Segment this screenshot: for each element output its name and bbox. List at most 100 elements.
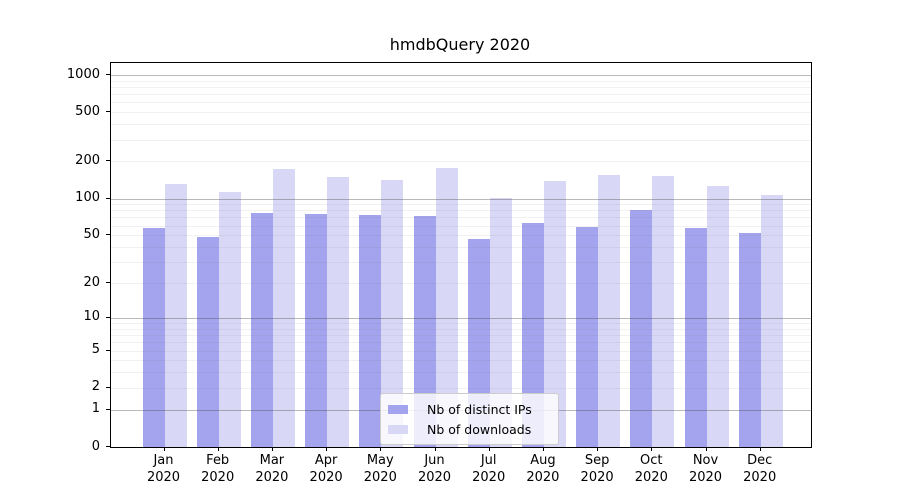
y-tick-label: 500 (75, 103, 100, 119)
y-tick-label: 10 (83, 309, 100, 325)
y-tick-label: 100 (75, 190, 100, 205)
bar-downloads-jun (435, 168, 458, 447)
bar-downloads-feb (218, 192, 241, 447)
gridline-9 (111, 323, 811, 325)
y-tick-label: 2 (91, 379, 100, 395)
chart-title: hmdbQuery 2020 (389, 35, 531, 54)
gridline-8 (111, 328, 811, 330)
x-tick-mark (271, 447, 273, 451)
bar-distinct-ips-may (359, 214, 382, 447)
gridline-800 (111, 87, 811, 88)
y-tick-mark (106, 160, 110, 162)
y-tick-mark (106, 446, 110, 447)
bar-downloads-mar (272, 169, 295, 447)
x-tick-label-year: 2020 (146, 470, 181, 485)
gridline-80 (111, 210, 811, 212)
x-tick-label-year: 2020 (580, 470, 614, 485)
y-tick-mark (106, 282, 110, 284)
x-tick-label: Jun 2020 (400, 452, 470, 486)
legend-label: Nb of distinct IPs (427, 401, 532, 417)
gridline-70 (111, 217, 811, 219)
y-tick-label: 20 (83, 274, 100, 290)
gridline-500 (111, 112, 811, 114)
x-tick-label: Feb 2020 (183, 452, 253, 486)
x-tick-label: Jan 2020 (129, 452, 199, 486)
y-tick-mark (106, 316, 110, 318)
x-tick-label-year: 2020 (309, 470, 343, 485)
y-tick-label: 1000 (66, 66, 100, 82)
x-tick-label: Oct 2020 (616, 452, 686, 486)
x-tick-mark (759, 447, 761, 451)
legend-swatch (388, 424, 408, 434)
bar-downloads-jan (164, 183, 187, 447)
bar-downloads-aug (543, 181, 566, 447)
gridline-4 (111, 360, 811, 362)
y-tick-mark (106, 111, 110, 113)
gridline-6 (111, 342, 811, 344)
gridline-300 (111, 139, 811, 141)
y-tick-mark (106, 349, 110, 351)
x-tick-label-year: 2020 (526, 470, 560, 485)
x-tick-mark (597, 447, 599, 451)
gridline-400 (111, 124, 811, 126)
gridline-2 (111, 387, 811, 389)
x-tick-mark (217, 447, 219, 451)
gridline-20 (111, 283, 811, 285)
x-tick-label-month: Feb (206, 453, 230, 468)
gridline-7 (111, 335, 811, 337)
x-tick-label: Jul 2020 (454, 452, 524, 486)
x-tick-label-month: May (366, 453, 394, 468)
gridline-90 (111, 204, 811, 206)
y-tick-mark (106, 234, 110, 236)
bar-downloads-oct (652, 175, 675, 447)
legend-row: Nb of distinct IPs (388, 399, 552, 419)
x-tick-mark (651, 447, 653, 451)
x-tick-label-year: 2020 (201, 470, 235, 485)
gridline-900 (111, 80, 811, 82)
bar-downloads-dec (760, 195, 783, 447)
gridline-700 (111, 94, 811, 96)
gridline-600 (111, 102, 811, 104)
bar-distinct-ips-dec (738, 233, 761, 447)
y-tick-label: 5 (91, 342, 100, 358)
bar-distinct-ips-feb (196, 237, 219, 447)
x-tick-mark (542, 447, 544, 451)
x-tick-label-month: Aug (530, 453, 556, 468)
y-tick-label: 200 (75, 152, 100, 168)
gridline-200 (111, 161, 811, 163)
x-tick-mark (380, 447, 382, 451)
x-tick-label-month: Mar (259, 453, 285, 468)
bar-distinct-ips-aug (521, 223, 544, 447)
x-tick-mark (163, 447, 165, 451)
x-tick-label-year: 2020 (472, 470, 506, 485)
bar-distinct-ips-apr (305, 213, 328, 447)
x-tick-label-year: 2020 (688, 470, 723, 485)
plot-area: Nb of distinct IPs Nb of downloads (110, 62, 812, 448)
y-tick-label: 1 (91, 401, 100, 417)
x-tick-label: Aug 2020 (508, 452, 578, 486)
y-tick-mark (106, 74, 110, 75)
bar-distinct-ips-mar (250, 213, 273, 447)
gridline-3 (111, 372, 811, 374)
x-tick-label: Dec 2020 (725, 452, 795, 486)
x-tick-label: May 2020 (345, 452, 415, 486)
bar-distinct-ips-jun (413, 215, 436, 447)
x-tick-label-month: Oct (640, 453, 663, 468)
x-tick-label: Apr 2020 (291, 452, 361, 486)
x-tick-label-month: Sep (584, 453, 610, 468)
x-tick-label-month: Jun (424, 453, 445, 468)
gridline-100 (111, 198, 811, 200)
y-tick-mark (106, 197, 110, 199)
x-tick-label-month: Apr (314, 453, 338, 468)
x-tick-label-year: 2020 (417, 470, 452, 485)
bar-distinct-ips-sep (576, 227, 599, 447)
gridline-10 (111, 317, 811, 319)
bar-downloads-sep (598, 175, 621, 447)
bar-downloads-nov (706, 185, 729, 447)
x-tick-label: Nov 2020 (671, 452, 741, 486)
x-tick-label: Sep 2020 (562, 452, 632, 486)
gridline-5 (111, 350, 811, 352)
legend-label: Nb of downloads (427, 421, 532, 437)
x-tick-mark (705, 447, 707, 451)
